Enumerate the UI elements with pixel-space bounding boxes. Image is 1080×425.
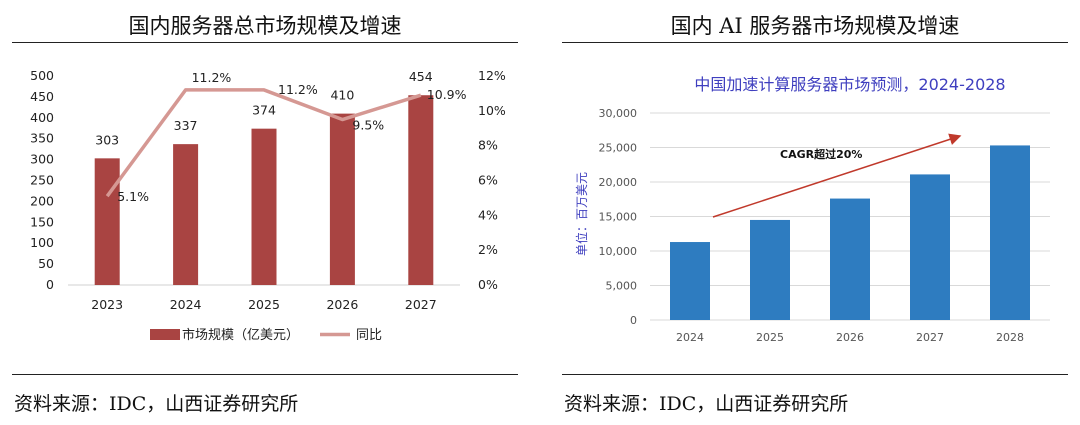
y-tick-label: 50 <box>38 256 54 271</box>
cagr-annotation: CAGR超过20% <box>780 147 862 161</box>
line-value-label: 10.9% <box>427 87 467 102</box>
bar <box>173 144 199 285</box>
yoy-line <box>105 88 422 198</box>
x-tick-label: 2024 <box>170 297 202 312</box>
y-tick-label: 0 <box>46 277 54 292</box>
bar <box>990 145 1030 320</box>
line-value-label: 11.2% <box>192 70 232 85</box>
y-tick-label: 30,000 <box>599 107 638 120</box>
right-chart-title: 国内 AI 服务器市场规模及增速 <box>670 14 960 38</box>
y-tick-label: 150 <box>30 214 54 229</box>
y-tick-label: 300 <box>30 152 54 167</box>
legend-line-label: 同比 <box>356 328 382 343</box>
bar <box>94 158 120 285</box>
legend-bar-swatch <box>150 329 180 340</box>
right-panel: 国内 AI 服务器市场规模及增速 中国加速计算服务器市场预测，2024-2028… <box>550 0 1080 425</box>
y2-tick-label: 8% <box>478 138 498 153</box>
line-value-label: 11.2% <box>278 82 318 97</box>
right-top-rule <box>562 42 1068 43</box>
left-chart: 0 50 100 150 200 250 300 350 400 450 500 0% 2% 4% 6% 8%… <box>30 68 506 343</box>
x-tick-label: 2026 <box>836 331 864 344</box>
y-tick-label: 15,000 <box>599 211 638 224</box>
y2-tick-label: 0% <box>478 277 498 292</box>
right-bottom-rule <box>562 374 1068 375</box>
bar-value-label: 303 <box>95 132 119 147</box>
bar <box>750 219 790 320</box>
bar <box>329 113 355 286</box>
y-tick-label: 10,000 <box>599 245 638 258</box>
y-tick-label: 250 <box>30 173 54 188</box>
y-tick-label: 450 <box>30 89 54 104</box>
bar <box>910 174 950 320</box>
x-tick-label: 2025 <box>756 331 784 344</box>
y-tick-label: 0 <box>630 314 637 327</box>
y-tick-label: 200 <box>30 193 54 208</box>
x-tick-label: 2025 <box>248 297 280 312</box>
left-top-rule <box>12 42 518 43</box>
bar <box>830 198 870 320</box>
y2-tick-label: 2% <box>478 242 498 257</box>
y2-tick-label: 4% <box>478 207 498 222</box>
x-tick-label: 2023 <box>91 297 123 312</box>
x-tick-label: 2027 <box>405 297 437 312</box>
bar <box>251 128 277 285</box>
y-tick-label: 100 <box>30 235 54 250</box>
y-tick-label: 20,000 <box>599 176 638 189</box>
y-axis-label: 单位：百万美元 <box>574 172 589 256</box>
y-tick-label: 350 <box>30 131 54 146</box>
left-chart-title: 国内服务器总市场规模及增速 <box>128 14 402 38</box>
right-source: 资料来源：IDC，山西证券研究所 <box>564 393 849 415</box>
bar <box>670 242 710 320</box>
line-value-label: 5.1% <box>117 189 149 204</box>
bar-value-label: 374 <box>252 103 276 118</box>
legend-bar-label: 市场规模（亿美元） <box>182 327 299 343</box>
bar <box>408 95 434 285</box>
x-tick-label: 2026 <box>326 297 358 312</box>
left-bottom-rule <box>12 374 518 375</box>
left-source: 资料来源：IDC，山西证券研究所 <box>14 393 299 415</box>
y-tick-label: 5,000 <box>606 280 638 293</box>
bar-value-label: 337 <box>174 118 198 133</box>
left-panel: 国内服务器总市场规模及增速 0 50 100 150 200 250 300 350 400 45… <box>0 0 530 425</box>
y2-tick-label: 10% <box>478 103 506 118</box>
y-tick-label: 500 <box>30 68 54 83</box>
x-tick-label: 2027 <box>916 331 944 344</box>
y2-tick-label: 6% <box>478 173 498 188</box>
y-tick-label: 25,000 <box>599 142 638 155</box>
y-tick-label: 400 <box>30 110 54 125</box>
x-tick-label: 2028 <box>996 331 1024 344</box>
bar-value-label: 454 <box>409 69 433 84</box>
line-value-label: 9.5% <box>352 118 384 133</box>
bar-value-label: 410 <box>330 88 354 103</box>
y2-tick-label: 12% <box>478 68 506 83</box>
chart-subtitle: 中国加速计算服务器市场预测，2024-2028 <box>694 75 1005 94</box>
x-tick-label: 2024 <box>676 331 704 344</box>
cagr-arrow <box>712 133 962 218</box>
right-chart: 中国加速计算服务器市场预测，2024-2028 0 5,000 10,000 15,00… <box>574 75 1050 344</box>
